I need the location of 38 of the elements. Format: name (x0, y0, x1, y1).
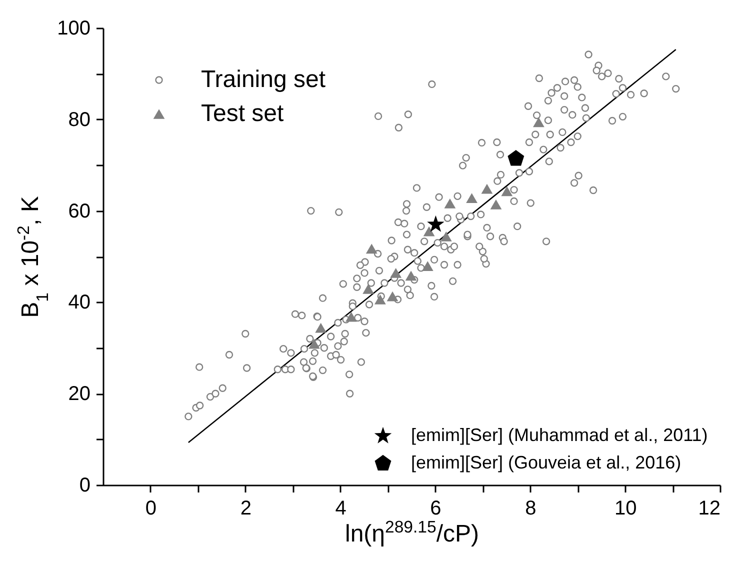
y-tick-label: 80 (68, 108, 90, 131)
y-tick-label: 60 (68, 200, 90, 222)
point (362, 284, 374, 294)
legend-label: Training set (201, 66, 326, 93)
point (423, 226, 435, 236)
y-tick-label: 0 (79, 474, 90, 496)
point (532, 117, 544, 128)
x-tick-label: 4 (335, 498, 346, 520)
y-tick-label: 100 (57, 18, 90, 40)
x-tick-label: 10 (614, 498, 637, 520)
point (374, 294, 386, 304)
x-tick-label: 2 (240, 498, 252, 520)
x-tick-label: 8 (525, 498, 536, 520)
point (444, 198, 456, 208)
y-tick-label: 40 (68, 292, 90, 314)
point (386, 291, 398, 302)
point (366, 244, 378, 254)
point (390, 268, 402, 278)
point (490, 199, 502, 210)
point (501, 186, 513, 196)
x-tick-label: 6 (430, 498, 442, 520)
point (466, 193, 478, 203)
legend-label: [emim][Ser] (Muhammad et al., 2011) (411, 425, 708, 445)
point (427, 215, 444, 232)
y-tick-label: 20 (68, 383, 90, 406)
point (346, 312, 357, 322)
point (315, 322, 327, 333)
point (440, 231, 452, 242)
point (422, 261, 434, 272)
point (308, 338, 320, 349)
x-axis-title: ln(η$^{289.15}$/cP) (344, 517, 480, 548)
point (481, 184, 493, 194)
x-tick-label: 0 (145, 498, 157, 520)
legend-label: [emim][Ser] (Gouveia et al., 2016) (411, 452, 682, 472)
point (508, 150, 524, 166)
legend-label: Test set (201, 100, 284, 127)
point (405, 270, 417, 281)
x-tick-label: 12 (698, 498, 720, 520)
